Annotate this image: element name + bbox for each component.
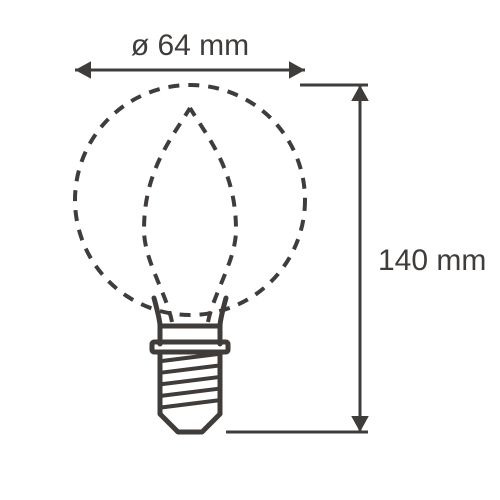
filament-left: [144, 108, 190, 322]
dim-diameter-label: ø 64 mm: [131, 29, 249, 62]
dim-height-label: 140 mm: [378, 244, 486, 277]
dim-arrow: [351, 416, 369, 432]
dim-arrow: [351, 85, 369, 101]
bulb-neck: [154, 298, 226, 344]
screw-thread: [162, 366, 218, 373]
bulb-collar: [152, 342, 228, 352]
screw-thread: [162, 377, 218, 384]
dim-arrow: [289, 61, 305, 79]
screw-thread: [162, 354, 218, 361]
screw-thread: [162, 389, 218, 396]
bulb-globe: [75, 85, 305, 315]
dim-arrow: [75, 61, 91, 79]
filament-right: [190, 108, 236, 322]
screw-thread: [162, 400, 218, 407]
